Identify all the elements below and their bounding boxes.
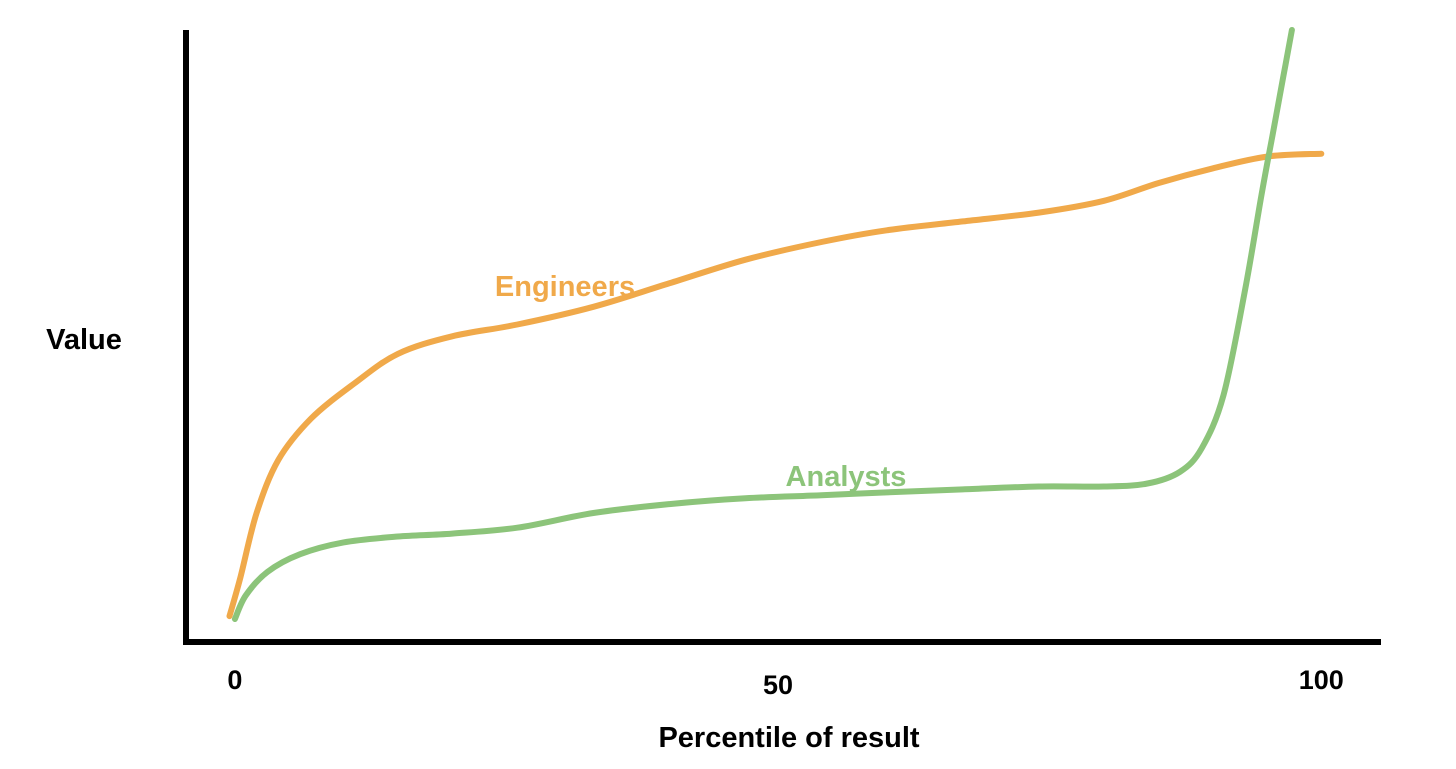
series-label-analysts: Analysts [786, 461, 907, 493]
series-label-engineers: Engineers [495, 271, 635, 303]
series-line-engineers [226, 150, 1325, 620]
x-tick-label-100: 100 [1299, 665, 1344, 695]
series-group [226, 27, 1325, 622]
x-axis-title: Percentile of result [658, 722, 919, 754]
x-tick-label-50: 50 [763, 670, 793, 700]
y-axis-title: Value [46, 324, 122, 356]
series-line-analysts [231, 27, 1295, 622]
x-tick-labels: 0 50 100 [227, 665, 1343, 700]
series-labels: Engineers Analysts [495, 271, 907, 493]
x-tick-label-0: 0 [227, 665, 242, 695]
axes [183, 30, 1381, 645]
